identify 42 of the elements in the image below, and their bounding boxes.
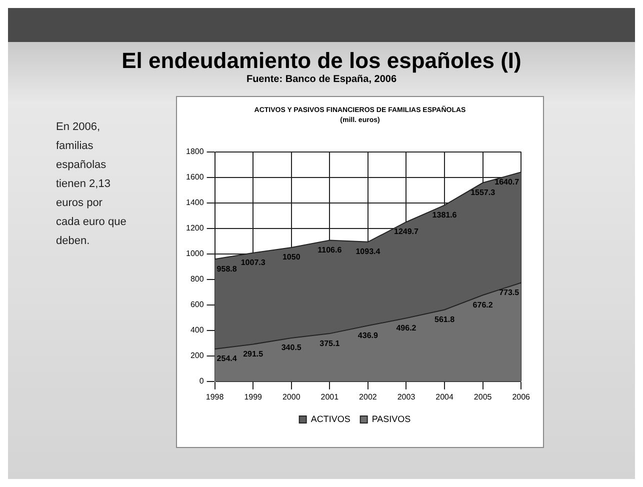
y-tick-label: 800	[190, 274, 204, 284]
text: En 2006, familias españolas tienen 2,13 euros por cada euro que deben.	[56, 120, 128, 249]
data-label: 375.1	[320, 338, 340, 348]
data-label: 1007.3	[240, 258, 266, 268]
y-tick-label: 0	[199, 376, 204, 386]
data-label: 676.2	[472, 300, 494, 310]
data-label: 436.9	[358, 330, 379, 340]
chart-subtitle: Fuente: Banco de España, 2006	[245, 74, 398, 85]
y-tick-label: 1600	[186, 172, 204, 182]
data-label: 1381.6	[432, 210, 458, 220]
data-label: 1640.7	[494, 177, 520, 186]
x-tick-label: 2004	[436, 392, 454, 402]
y-tick-label: 1000	[186, 249, 204, 258]
y-tick-label: 1800	[186, 147, 204, 156]
x-tick-label: 2003	[397, 392, 416, 402]
data-label: 561.8	[434, 314, 456, 324]
chart-title: El endeudamiento de los españoles (I)	[120, 48, 522, 74]
x-tick-label: 1998	[206, 392, 224, 402]
data-label: 254.4	[216, 354, 238, 364]
data-label: 496.2	[396, 323, 417, 332]
data-label: 1050	[282, 252, 301, 262]
legend-label: PASIVOS	[372, 414, 411, 424]
data-label: 1557.3	[470, 188, 496, 197]
legend-label: ACTIVOS	[310, 414, 350, 424]
data-label: 773.5	[499, 288, 520, 297]
x-tick-label: 2005	[474, 392, 492, 402]
y-tick-label: 1200	[186, 224, 204, 233]
y-tick-label: 400	[190, 326, 204, 335]
data-label: 340.5	[281, 343, 302, 352]
data-label: 291.5	[243, 349, 264, 358]
x-tick-label: 2002	[359, 392, 378, 402]
x-tick-label: 2001	[320, 392, 340, 402]
y-tick-label: 200	[190, 351, 204, 360]
x-tick-label: 2006	[512, 392, 531, 402]
data-label: 958.8	[216, 264, 238, 274]
y-tick-label: 1400	[186, 198, 204, 208]
data-label: 1106.6	[318, 245, 342, 254]
x-tick-label: 1999	[244, 392, 263, 402]
data-label: 1249.7	[394, 227, 420, 236]
x-tick-label: 2000	[282, 392, 301, 402]
data-label: 1093.4	[356, 247, 381, 256]
y-tick-label: 600	[190, 300, 204, 310]
